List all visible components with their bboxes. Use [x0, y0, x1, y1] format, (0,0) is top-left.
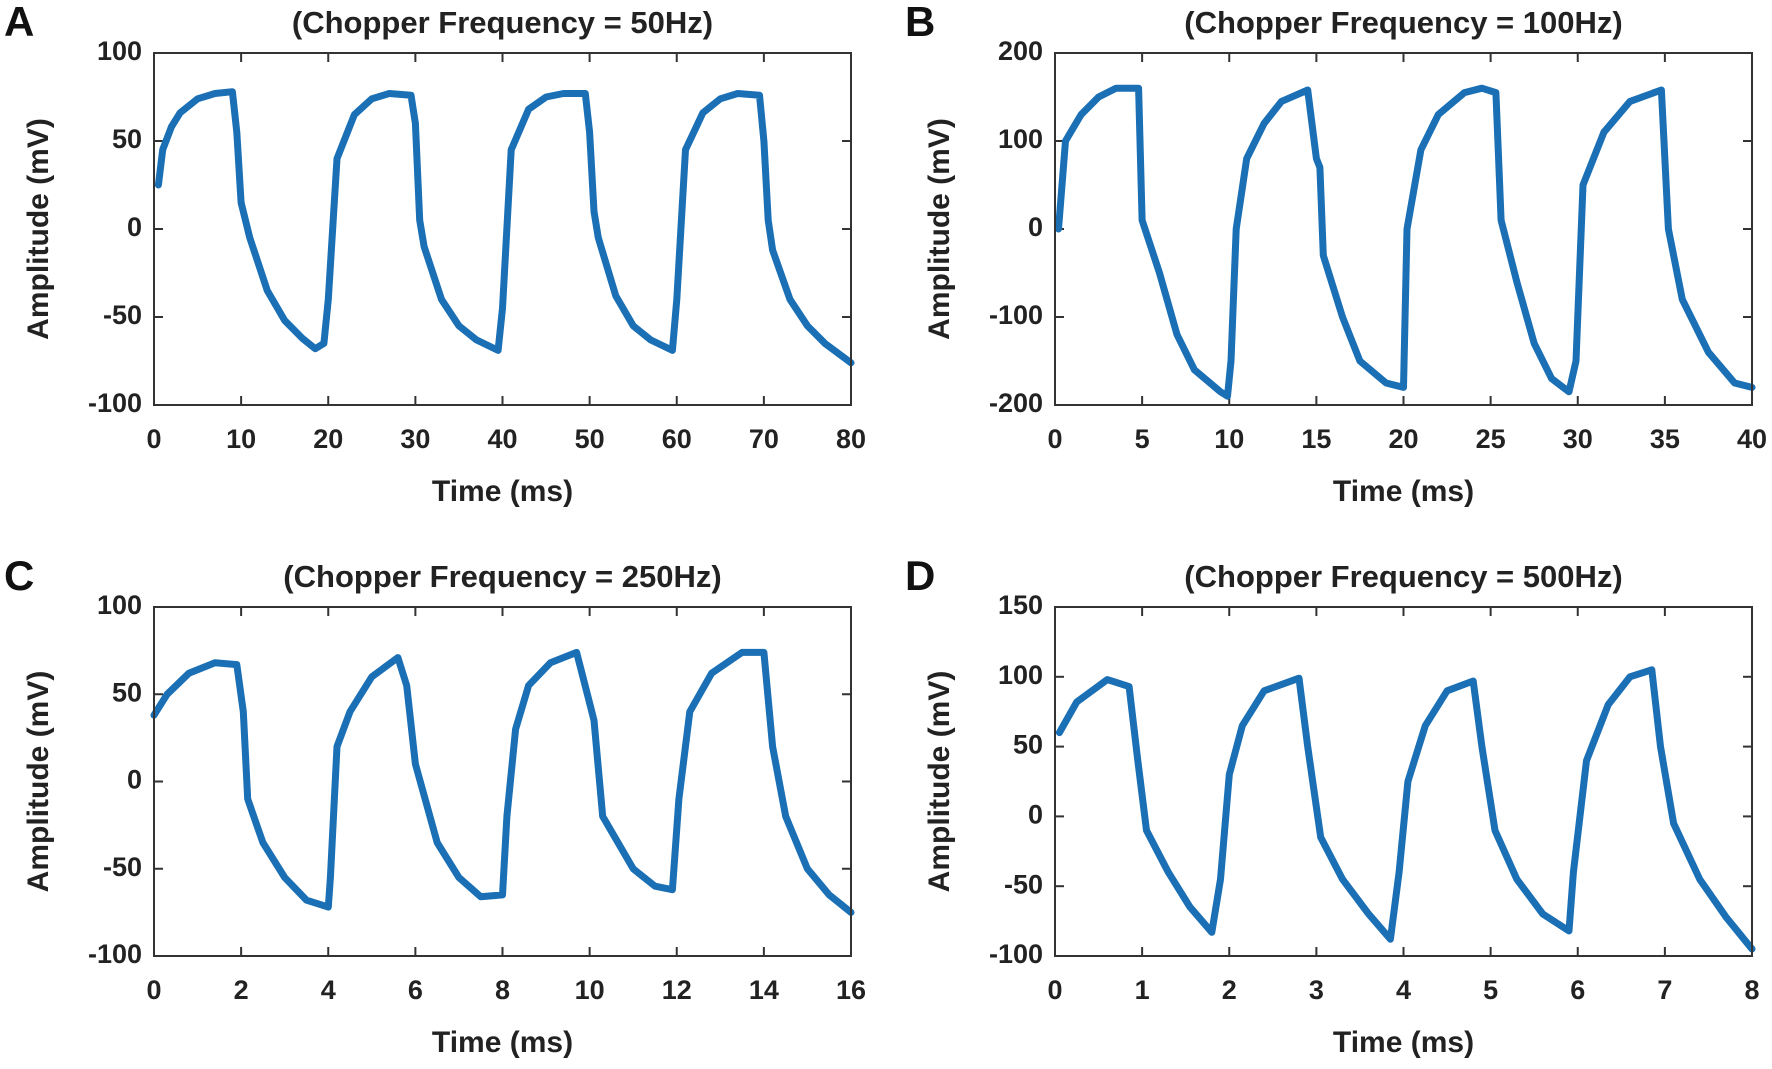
- x-tick-label: 40: [1737, 424, 1767, 454]
- x-tick-label: 8: [495, 975, 510, 1005]
- x-tick-label: 0: [146, 424, 161, 454]
- x-tick-label: 2: [234, 975, 249, 1005]
- y-tick-label: 0: [1028, 212, 1043, 242]
- x-tick-label: 0: [1047, 975, 1062, 1005]
- y-tick-label: 200: [998, 36, 1043, 66]
- y-tick-label: -100: [989, 300, 1043, 330]
- y-tick-label: 100: [97, 36, 142, 66]
- x-tick-label: 10: [575, 975, 605, 1005]
- y-tick-label: -50: [1004, 869, 1043, 899]
- x-tick-label: 0: [146, 975, 161, 1005]
- x-tick-label: 0: [1047, 424, 1062, 454]
- x-tick-label: 4: [1396, 975, 1411, 1005]
- y-axis-label: Amplitude (mV): [22, 118, 55, 340]
- y-tick-label: 0: [1028, 800, 1043, 830]
- y-tick-label: -50: [103, 852, 142, 882]
- x-tick-label: 30: [1563, 424, 1593, 454]
- chart-title: (Chopper Frequency = 500Hz): [1184, 559, 1622, 594]
- x-axis-label: Time (ms): [432, 1026, 573, 1059]
- y-tick-label: 50: [1013, 730, 1043, 760]
- x-tick-label: 4: [321, 975, 336, 1005]
- x-tick-label: 40: [487, 424, 517, 454]
- panel-letter: B: [905, 0, 935, 45]
- y-tick-label: -50: [103, 300, 142, 330]
- plot-frame: [153, 606, 852, 957]
- x-tick-label: 20: [1388, 424, 1418, 454]
- x-tick-label: 35: [1650, 424, 1680, 454]
- x-tick-label: 25: [1476, 424, 1506, 454]
- panel-letter: A: [4, 0, 34, 45]
- y-tick-label: -100: [88, 388, 142, 418]
- x-tick-label: 2: [1222, 975, 1237, 1005]
- y-tick-label: 100: [97, 590, 142, 620]
- y-axis-label: Amplitude (mV): [923, 671, 956, 893]
- chart-title: (Chopper Frequency = 100Hz): [1184, 5, 1622, 40]
- y-tick-label: -100: [989, 939, 1043, 969]
- data-line: [1055, 666, 1756, 953]
- x-tick-label: 1: [1135, 975, 1150, 1005]
- y-tick-label: 0: [127, 212, 142, 242]
- x-tick-label: 12: [662, 975, 692, 1005]
- y-tick-label: 100: [998, 124, 1043, 154]
- y-tick-label: 50: [112, 677, 142, 707]
- x-tick-label: 80: [836, 424, 866, 454]
- data-line: [150, 648, 855, 916]
- x-axis-label: Time (ms): [432, 475, 573, 508]
- x-tick-label: 30: [400, 424, 430, 454]
- data-line: [154, 88, 855, 367]
- x-tick-label: 8: [1744, 975, 1759, 1005]
- x-tick-label: 14: [749, 975, 779, 1005]
- y-axis-label: Amplitude (mV): [22, 671, 55, 893]
- data-line: [1055, 84, 1756, 400]
- y-tick-label: -100: [88, 939, 142, 969]
- x-tick-label: 3: [1309, 975, 1324, 1005]
- x-tick-label: 7: [1657, 975, 1672, 1005]
- plot-frame: [1054, 606, 1753, 957]
- x-tick-label: 10: [1214, 424, 1244, 454]
- x-tick-label: 5: [1483, 975, 1498, 1005]
- x-tick-label: 15: [1301, 424, 1331, 454]
- x-tick-label: 10: [226, 424, 256, 454]
- chart-title: (Chopper Frequency = 250Hz): [283, 559, 721, 594]
- panel-letter: D: [905, 552, 935, 599]
- x-tick-label: 20: [313, 424, 343, 454]
- y-axis-label: Amplitude (mV): [923, 118, 956, 340]
- y-tick-label: 100: [998, 660, 1043, 690]
- plot-frame: [153, 52, 852, 406]
- chart-title: (Chopper Frequency = 50Hz): [292, 5, 713, 40]
- y-tick-label: 150: [998, 590, 1043, 620]
- x-axis-label: Time (ms): [1333, 1026, 1474, 1059]
- y-tick-label: 50: [112, 124, 142, 154]
- panel-letter: C: [4, 552, 34, 599]
- y-tick-label: -200: [989, 388, 1043, 418]
- x-tick-label: 70: [749, 424, 779, 454]
- plot-frame: [1054, 52, 1753, 406]
- x-tick-label: 60: [662, 424, 692, 454]
- x-tick-label: 6: [408, 975, 423, 1005]
- x-tick-label: 50: [575, 424, 605, 454]
- x-tick-label: 16: [836, 975, 866, 1005]
- y-tick-label: 0: [127, 765, 142, 795]
- x-tick-label: 6: [1570, 975, 1585, 1005]
- x-axis-label: Time (ms): [1333, 475, 1474, 508]
- x-tick-label: 5: [1135, 424, 1150, 454]
